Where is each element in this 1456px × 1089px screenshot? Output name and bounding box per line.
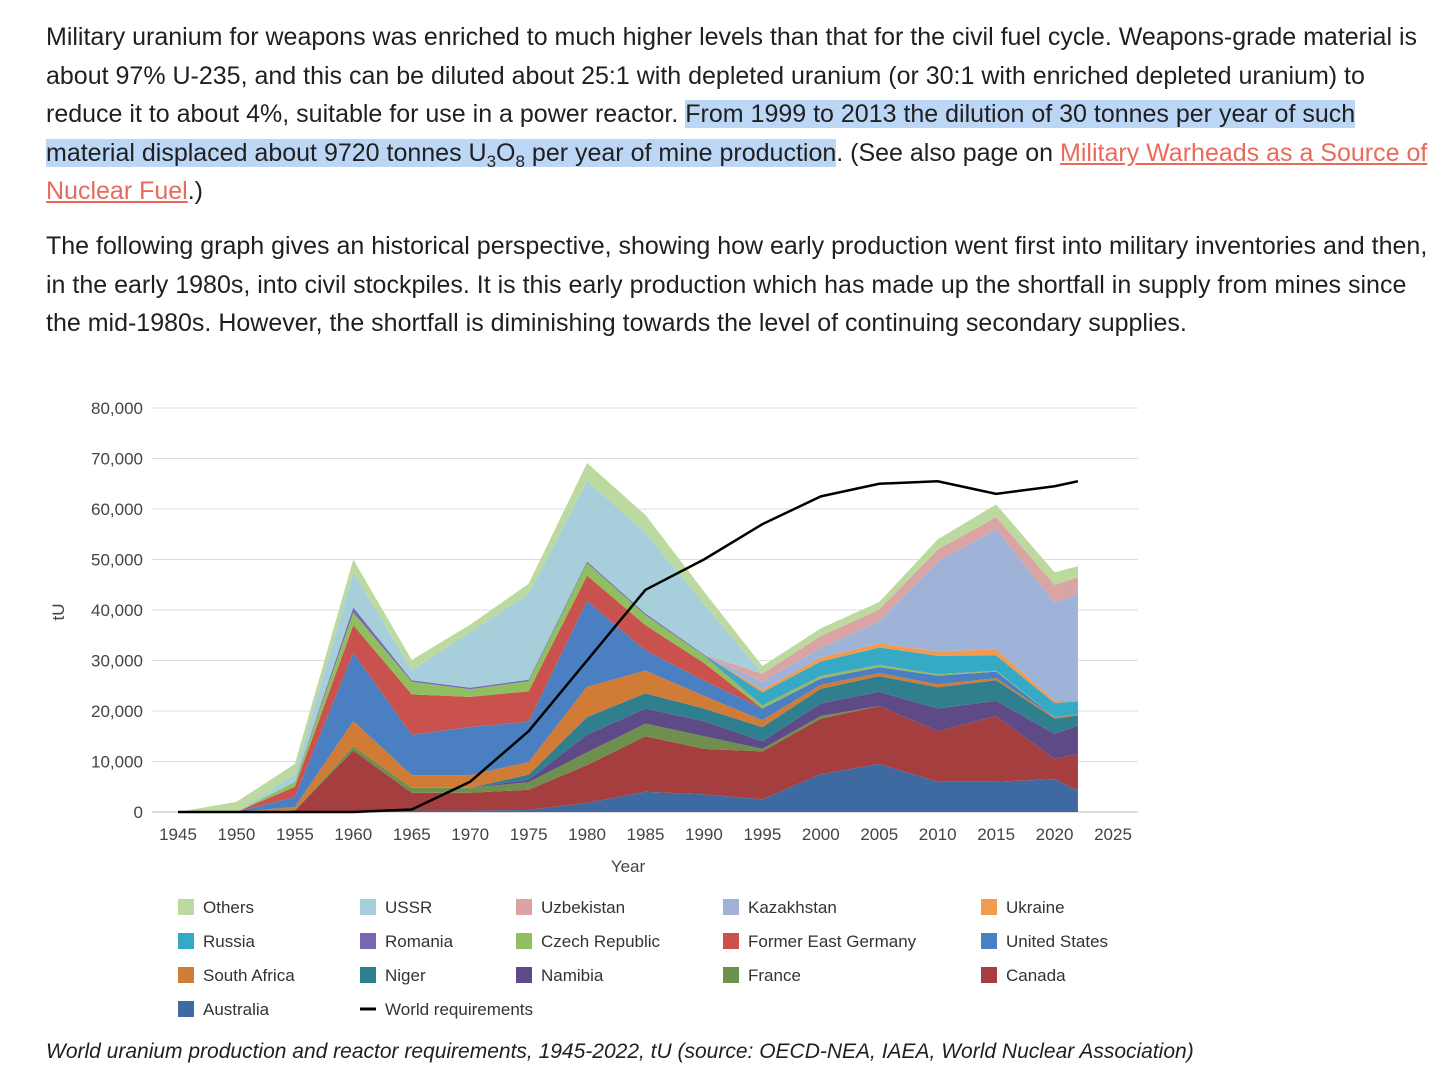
legend-swatch (360, 967, 376, 983)
x-tick-label: 1975 (510, 825, 548, 844)
legend-swatch (178, 933, 194, 949)
paragraph-text: . (See also page on (836, 138, 1061, 167)
area-kazakhstan (178, 529, 1078, 812)
legend-label: Former East Germany (748, 932, 917, 951)
x-tick-label: 2010 (919, 825, 957, 844)
area-south-africa (178, 670, 1078, 812)
x-tick-label: 2020 (1036, 825, 1074, 844)
legend-label: Czech Republic (541, 932, 661, 951)
x-tick-label: 1950 (218, 825, 256, 844)
world-requirements-line (178, 479, 1079, 814)
legend-swatch (516, 967, 532, 983)
y-tick-label: 40,000 (91, 601, 143, 620)
legend-swatch (981, 899, 997, 915)
area-canada (178, 705, 1078, 812)
y-tick-label: 70,000 (91, 450, 143, 469)
x-axis-ticks: 1945 1950 1955 1960 1965 1970 1975 1980 1985 1990… (159, 825, 1132, 844)
legend-label: United States (1006, 932, 1108, 951)
legend-label: World requirements (385, 1000, 533, 1019)
area-france (178, 705, 1078, 812)
area-niger (178, 676, 1078, 812)
x-tick-label: 1995 (743, 825, 781, 844)
y-tick-label: 0 (134, 803, 143, 822)
x-tick-label: 1970 (451, 825, 489, 844)
legend-swatch (723, 967, 739, 983)
x-tick-label: 1990 (685, 825, 723, 844)
paragraph-text: Military uranium for weapons was enriche… (46, 23, 1418, 129)
legend-label: USSR (385, 898, 432, 917)
uranium-production-chart: 0 10,000 20,000 30,000 40,000 50,000 60,000 70,… (49, 399, 1138, 1019)
legend-label: Australia (203, 1000, 270, 1019)
x-tick-label: 2025 (1094, 825, 1132, 844)
y-tick-label: 30,000 (91, 652, 143, 671)
legend-swatch (723, 933, 739, 949)
legend-swatch (360, 933, 376, 949)
legend-label: Romania (385, 932, 454, 951)
stacked-areas (178, 463, 1078, 812)
legend-swatch (723, 899, 739, 915)
legend-swatch (516, 899, 532, 915)
legend-label: Canada (1006, 966, 1066, 985)
legend-label: Namibia (541, 966, 604, 985)
y-tick-label: 50,000 (91, 551, 143, 570)
article-text: Military uranium for weapons was enriche… (46, 18, 1431, 359)
x-tick-label: 2005 (860, 825, 898, 844)
area-former-east-germany (178, 575, 1078, 812)
x-axis-label: Year (611, 857, 646, 876)
y-axis-label: tU (49, 604, 68, 621)
paragraph-military-uranium: Military uranium for weapons was enriche… (46, 18, 1431, 211)
x-tick-label: 1955 (276, 825, 314, 844)
highlight-part: O (496, 138, 516, 167)
subscript: 3 (486, 151, 497, 171)
legend-swatch (178, 1001, 194, 1017)
x-tick-label: 1985 (627, 825, 665, 844)
paragraph-historical-perspective: The following graph gives an historical … (46, 231, 1428, 338)
chart-legend: Others USSR Uzbekistan Kazakhstan Ukraine Rus… (178, 898, 1108, 1019)
x-tick-label: 2000 (802, 825, 840, 844)
y-axis-ticks: 0 10,000 20,000 30,000 40,000 50,000 60,000 70,… (91, 399, 143, 822)
legend-swatch (360, 899, 376, 915)
legend-label: Others (203, 898, 254, 917)
area-australia (178, 764, 1078, 812)
area-namibia (178, 691, 1078, 812)
x-tick-label: 1965 (393, 825, 431, 844)
paragraph-text: .) (187, 177, 204, 206)
legend-label: Russia (203, 932, 256, 951)
y-tick-label: 80,000 (91, 399, 143, 418)
x-tick-label: 1960 (334, 825, 372, 844)
y-tick-label: 20,000 (91, 702, 143, 721)
military-warheads-link[interactable]: Military Warheads as a Source of Nuclear… (46, 138, 1428, 206)
x-tick-label: 1980 (568, 825, 606, 844)
x-tick-label: 2015 (977, 825, 1015, 844)
legend-label: France (748, 966, 801, 985)
legend-label: South Africa (203, 966, 295, 985)
legend-label: Kazakhstan (748, 898, 837, 917)
highlight-part: From 1999 to 2013 the dilution of 30 ton… (46, 100, 1356, 167)
y-tick-label: 60,000 (91, 500, 143, 519)
legend-label: Niger (385, 966, 426, 985)
legend-swatch (178, 967, 194, 983)
legend-swatch (516, 933, 532, 949)
legend-swatch (178, 899, 194, 915)
legend-label: Uzbekistan (541, 898, 625, 917)
figure-caption: World uranium production and reactor req… (46, 1040, 1194, 1063)
legend-swatch (981, 933, 997, 949)
area-ussr (178, 480, 1078, 812)
area-united-states (178, 600, 1078, 812)
x-tick-label: 1945 (159, 825, 197, 844)
legend-label: Ukraine (1006, 898, 1065, 917)
legend-swatch (981, 967, 997, 983)
highlight-part: per year of mine production (524, 138, 837, 167)
subscript: 8 (515, 151, 525, 171)
requirements-line-group (178, 479, 1079, 814)
y-tick-label: 10,000 (91, 753, 143, 772)
